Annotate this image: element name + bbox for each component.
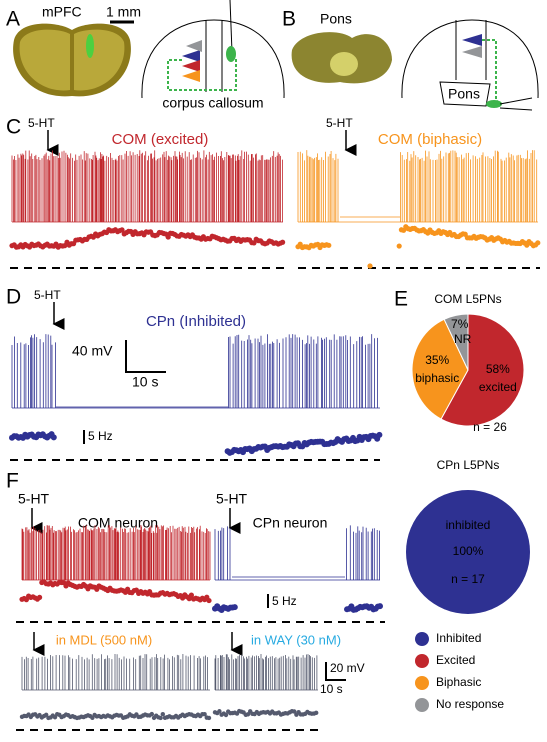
brain-slice: [19, 29, 125, 91]
rate-dot: [206, 597, 212, 604]
charts: COM L5PNs 58% excited 35% biphasic 7%NR n = 26…: [406, 292, 530, 614]
panel-label: C: [6, 116, 21, 139]
rate-dot: [535, 240, 541, 246]
injection-site: [86, 34, 94, 58]
legend-swatch: [415, 632, 429, 646]
trace-title: COM (excited): [112, 131, 209, 148]
rate-dot: [50, 434, 57, 441]
panel-label: A: [6, 8, 20, 31]
slice-category: excited: [479, 380, 517, 394]
voltage-trace: [214, 525, 380, 581]
chart-title: COM L5PNs: [434, 292, 501, 306]
slice-category: inhibited: [446, 518, 491, 532]
pie-slice: [411, 318, 469, 420]
legend-swatch: [415, 654, 429, 668]
rate-dot: [223, 712, 229, 718]
rate-dot: [326, 242, 332, 248]
legend-label: Biphasic: [436, 675, 481, 689]
rate-dot: [231, 604, 238, 611]
condition-label: in MDL (500 nM): [56, 632, 152, 647]
trace-title: CPn (Inhibited): [146, 313, 246, 330]
slice-label: 100%: [453, 544, 484, 558]
rate-dot: [44, 712, 49, 718]
voltage-trace: [21, 525, 211, 581]
scale-label: 10 s: [320, 682, 343, 696]
slice-category: biphasic: [415, 371, 459, 385]
voltage-trace: [21, 654, 210, 691]
scale-label: 5 Hz: [272, 594, 297, 608]
rate-dot: [37, 594, 43, 600]
trace-title: COM (biphasic): [378, 131, 482, 148]
panel-label: B: [282, 8, 296, 31]
legend: Inhibited Excited Biphasic No response: [415, 631, 504, 712]
panel-label: E: [394, 288, 408, 311]
panel-label: D: [6, 286, 21, 309]
drug-label: 5-HT: [326, 116, 353, 130]
pie-slice: [440, 313, 525, 427]
target-label: Pons: [448, 86, 480, 102]
region-label: mPFC: [42, 4, 82, 20]
rate-dot: [160, 711, 165, 717]
legend-label: Excited: [436, 653, 475, 667]
trace-title: CPn neuron: [253, 515, 328, 531]
traces: [9, 150, 541, 721]
drug-label: 5-HT: [18, 491, 50, 507]
scale-label: 1 mm: [106, 4, 141, 20]
slice-label: 35%: [425, 353, 449, 367]
legend-label: Inhibited: [436, 631, 481, 645]
scale-label: 40 mV: [72, 343, 113, 359]
rate-dot: [158, 715, 163, 721]
rate-dot: [206, 715, 212, 721]
scale-label: 10 s: [132, 374, 158, 390]
pie-slice: [443, 313, 469, 371]
voltage-trace: [11, 150, 283, 223]
trace-title: COM neuron: [78, 515, 158, 531]
schematic: [141, 19, 285, 99]
drug-label: 5-HT: [34, 288, 61, 302]
sample-size: n = 17: [451, 572, 485, 586]
scale-label: 5 Hz: [88, 429, 113, 443]
scale-label: 20 mV: [330, 661, 365, 675]
structure-label: corpus callosum: [162, 95, 263, 111]
legend-swatch: [415, 698, 429, 712]
rate-dot: [202, 711, 207, 717]
drug-label: 5-HT: [216, 491, 248, 507]
chart-title: CPn L5PNs: [437, 458, 500, 472]
rate-dot: [188, 592, 194, 598]
drug-label: 5-HT: [28, 116, 55, 130]
rate-dot: [396, 243, 402, 249]
panel-label: F: [6, 470, 19, 493]
voltage-trace: [214, 654, 318, 691]
sample-size: n = 26: [473, 420, 507, 434]
voltage-trace: [297, 150, 538, 223]
voltage-trace: [11, 334, 380, 409]
rate-dot: [119, 227, 125, 233]
legend-label: No response: [436, 697, 504, 711]
rate-dot: [280, 239, 286, 245]
rate-dot: [377, 603, 383, 610]
legend-swatch: [415, 676, 429, 690]
slice-label: 58%: [486, 362, 510, 376]
rate-dot: [314, 710, 319, 716]
region-label: Pons: [320, 11, 352, 27]
rate-dot: [149, 711, 154, 717]
rate-dot: [165, 234, 171, 240]
rate-dot: [367, 263, 373, 269]
rate-dot: [376, 431, 383, 438]
condition-label: in WAY (30 nM): [251, 632, 341, 647]
slice-label: 7%: [451, 317, 469, 331]
rate-dot: [217, 709, 222, 714]
pie-slice: [406, 490, 530, 614]
rate-dot: [292, 709, 297, 714]
slice-category: NR: [454, 332, 472, 346]
